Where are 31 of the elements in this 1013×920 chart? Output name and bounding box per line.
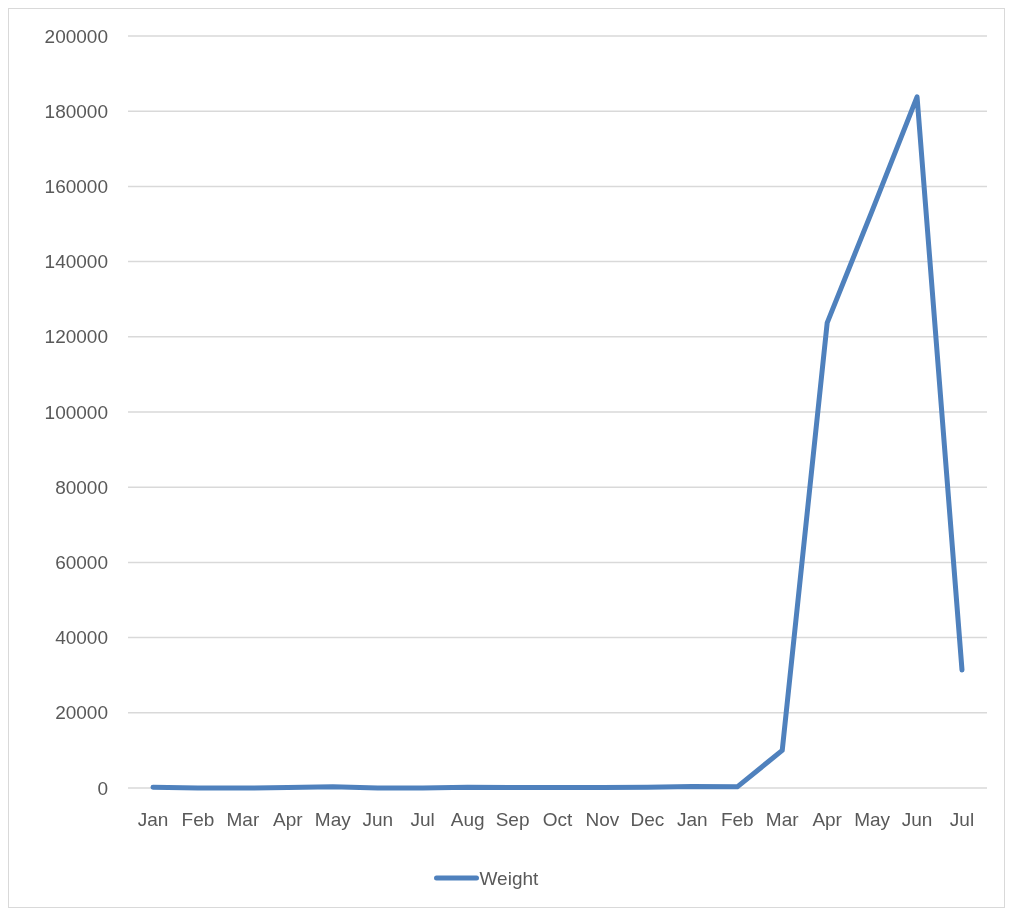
- x-tick-label: Jan: [137, 809, 169, 830]
- x-tick-label: Apr: [273, 809, 304, 830]
- x-tick-label: Jan: [677, 809, 708, 830]
- y-tick-label: 20000: [55, 702, 108, 724]
- y-tick-label: 80000: [55, 476, 108, 498]
- x-tick-label: Oct: [542, 809, 573, 830]
- y-tick-label: 200000: [44, 25, 108, 47]
- x-tick-label: Dec: [630, 809, 665, 830]
- x-tick-label: Jun: [362, 809, 394, 830]
- x-tick-label: Jun: [901, 809, 933, 830]
- x-tick-label: Mar: [765, 809, 800, 830]
- x-tick-label: Feb: [720, 809, 754, 830]
- y-tick-label: 60000: [55, 552, 108, 574]
- x-tick-label: Feb: [181, 809, 215, 830]
- x-tick-label: Jul: [410, 809, 435, 830]
- legend-label: Weight: [479, 867, 540, 889]
- x-tick-label: May: [854, 809, 891, 830]
- y-tick-label: 180000: [44, 100, 108, 122]
- x-tick-label: Apr: [812, 809, 843, 830]
- y-tick-label: 100000: [44, 401, 108, 423]
- y-tick-label: 160000: [44, 176, 108, 198]
- x-tick-label: Aug: [450, 809, 485, 830]
- y-tick-label: 120000: [44, 326, 108, 348]
- x-tick-label: Sep: [495, 809, 530, 830]
- y-tick-label: 140000: [44, 251, 108, 273]
- x-tick-label: May: [314, 809, 352, 830]
- x-tick-label: Jul: [949, 809, 975, 830]
- y-tick-label: 0: [97, 777, 108, 799]
- x-tick-label: Nov: [585, 809, 620, 830]
- y-tick-label: 40000: [55, 627, 108, 649]
- x-tick-label: Mar: [226, 809, 260, 830]
